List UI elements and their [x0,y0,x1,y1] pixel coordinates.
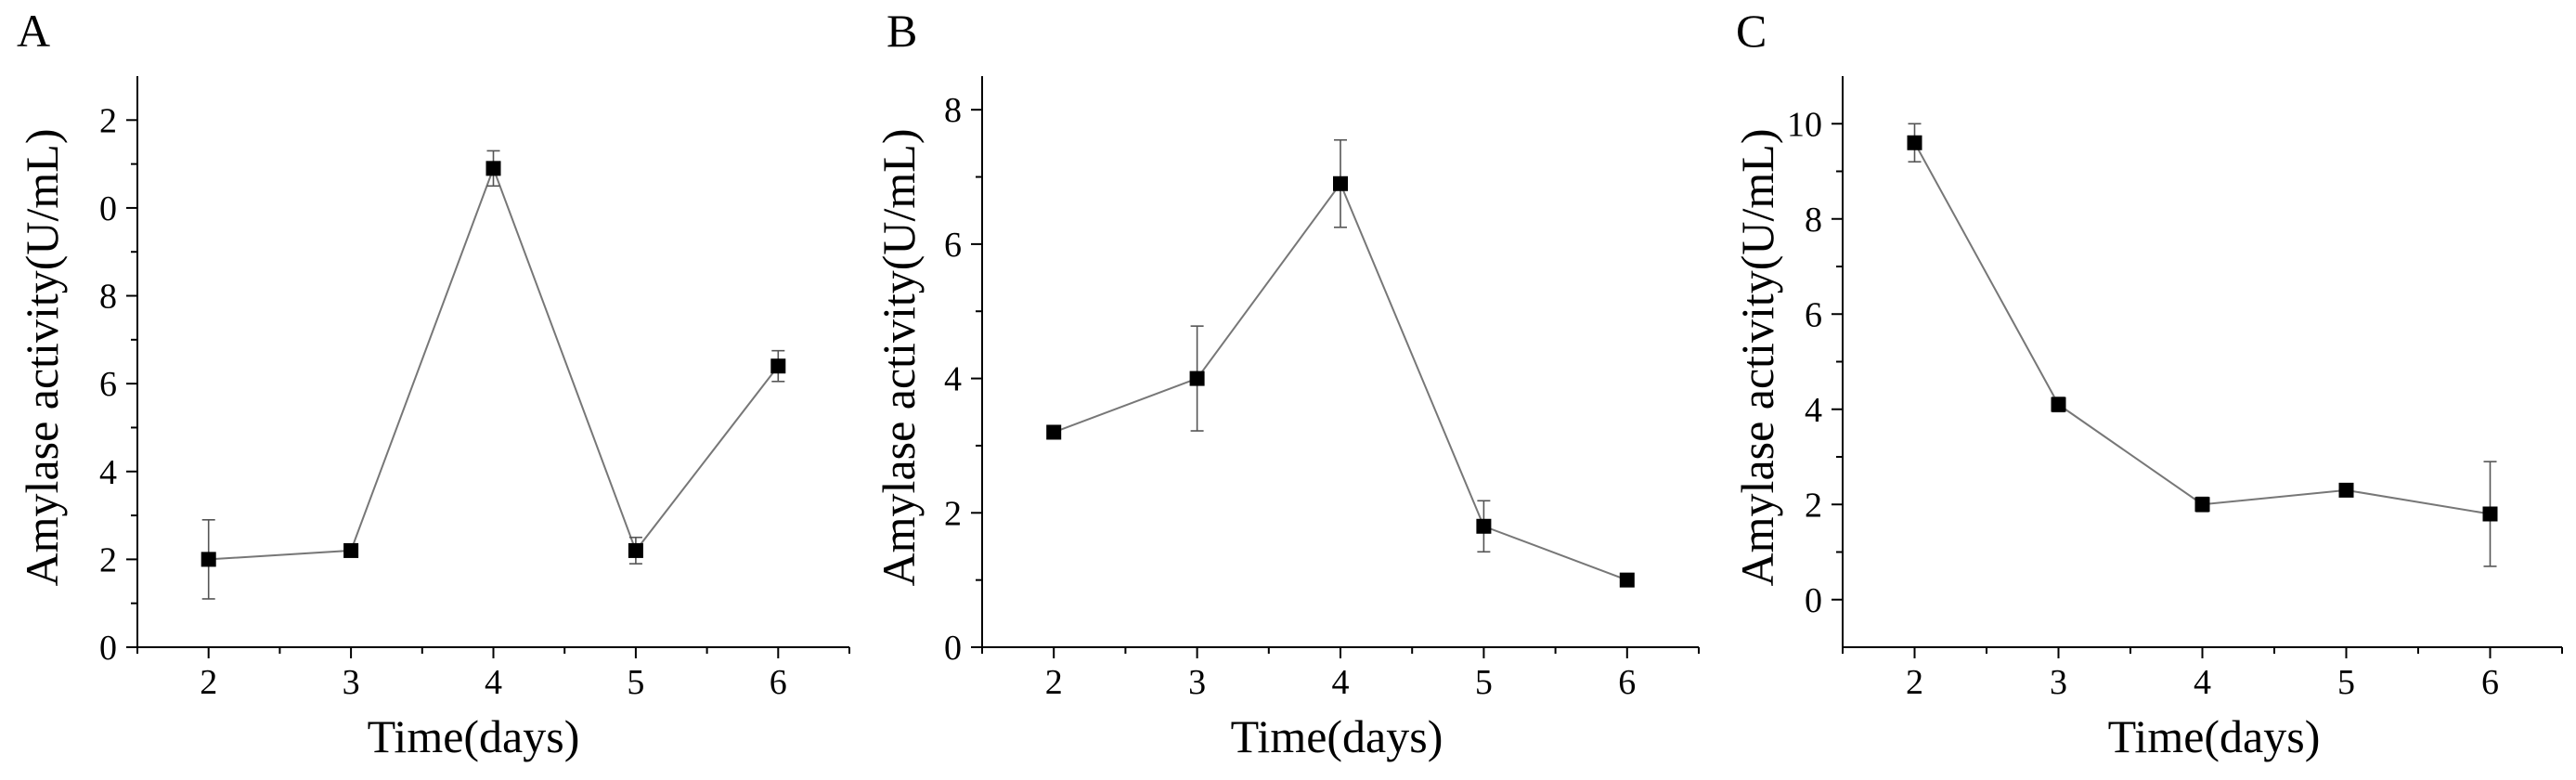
y-tick-label-a: 6 [99,365,117,404]
y-tick-label-a: 0 [99,629,117,668]
x-tick-label-b: 5 [1475,663,1493,702]
panel-letter-b: B [887,5,917,57]
series-line-c [1913,142,2491,515]
x-tick-label-a: 2 [200,663,217,702]
data-point-a [628,542,643,558]
y-tick-label-a: 4 [99,453,117,492]
tick-group-c: 0 2 4 6 8 10 2 3 4 5 6 [1787,105,2563,702]
y-tick-label-c: 10 [1787,105,1822,144]
y-axis-title-b: Amylase activity(U/mL) [873,129,925,587]
panel-letter-c: C [1736,5,1767,57]
data-point-a [201,552,216,567]
y-tick-label-b: 0 [944,629,962,668]
data-point-b [1476,518,1492,534]
data-point-c [2338,482,2354,498]
data-point-b [1046,424,1062,440]
series-line-a [208,165,780,561]
x-tick-label-a: 4 [485,663,502,702]
y-tick-label-a: 0 [99,189,117,228]
y-tick-label-c: 8 [1805,201,1822,240]
x-tick-label-c: 3 [2050,663,2067,702]
plot-area-a [201,150,786,600]
x-axis-title-b: Time(days) [1231,710,1443,762]
y-tick-label-b: 6 [944,226,962,265]
x-tick-label-c: 2 [1906,663,1923,702]
x-tick-label-a: 5 [627,663,644,702]
data-point-c [2194,497,2210,513]
panel-letter-a: A [17,5,50,57]
data-point-a [485,161,501,176]
y-tick-label-c: 6 [1805,295,1822,334]
chart-panel-c: C Amylase activity(U/mL) Time(days) 0 2 4 6… [1731,5,2563,762]
x-tick-label-b: 2 [1045,663,1063,702]
data-point-c [2482,506,2498,522]
data-point-a [770,358,786,374]
x-axis-title-c: Time(days) [2108,710,2321,762]
x-tick-label-c: 6 [2481,663,2499,702]
data-point-b [1189,370,1205,386]
y-tick-label-b: 2 [944,494,962,533]
data-point-b [1333,176,1348,191]
tick-group-b: 0 2 4 6 8 2 3 4 5 6 [944,91,1700,702]
y-axis-title-c: Amylase activity(U/mL) [1731,129,1783,587]
data-point-b [1619,572,1635,588]
plot-area-b [1046,138,1635,588]
plot-area-c [1907,123,2498,567]
y-axis-title-a: Amylase activity(U/mL) [16,129,68,587]
x-tick-label-b: 4 [1332,663,1350,702]
y-tick-label-c: 2 [1805,486,1822,525]
y-tick-label-a: 8 [99,278,117,317]
y-tick-label-b: 4 [944,360,962,399]
chart-panel-a: A Amylase activity(U/mL) Time(days) 0 2 4 6… [16,5,850,762]
x-tick-label-b: 6 [1618,663,1636,702]
chart-panel-b: B Amylase activity(U/mL) Time(days) 0 2 4 6… [873,5,1700,762]
data-point-c [2051,396,2066,412]
x-axis-title-a: Time(days) [368,710,580,762]
x-tick-label-b: 3 [1188,663,1206,702]
x-tick-label-c: 4 [2194,663,2211,702]
y-tick-label-a: 2 [99,101,117,140]
data-point-c [1907,135,1922,150]
y-tick-label-a: 2 [99,540,117,579]
y-tick-label-c: 0 [1805,581,1822,620]
y-tick-label-b: 8 [944,91,962,130]
series-line-b [1053,181,1628,581]
x-tick-label-a: 6 [770,663,787,702]
data-point-a [343,542,359,558]
y-tick-label-c: 4 [1805,391,1822,430]
tick-group-a: 0 2 4 6 8 0 2 2 3 4 5 6 [99,101,850,702]
x-tick-label-c: 5 [2337,663,2355,702]
x-tick-label-a: 3 [343,663,360,702]
